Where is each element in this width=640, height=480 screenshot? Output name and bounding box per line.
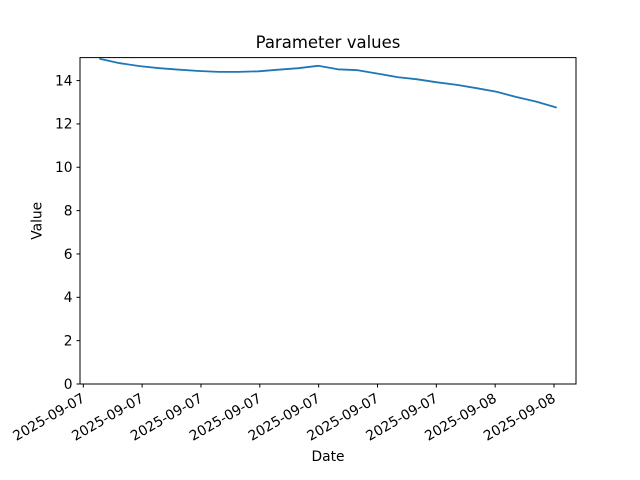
y-tick-label: 0: [64, 377, 73, 393]
y-tick-label: 14: [55, 73, 73, 89]
data-line: [99, 58, 557, 109]
x-axis-ticks: 2025-09-072025-09-072025-09-072025-09-07…: [10, 384, 559, 445]
chart-title: Parameter values: [256, 33, 401, 52]
y-tick-label: 2: [64, 333, 73, 349]
y-tick-label: 10: [55, 160, 73, 176]
y-tick-label: 12: [55, 117, 73, 133]
y-axis-ticks: 0 2 4 6 8 10 12 14: [55, 73, 80, 393]
y-tick-label: 4: [64, 290, 73, 306]
x-axis-label: Date: [312, 449, 345, 465]
y-tick-label: 6: [64, 247, 73, 263]
y-tick-label: 8: [64, 203, 73, 219]
plot-area: [79, 57, 577, 385]
y-axis-label: Value: [30, 202, 46, 240]
